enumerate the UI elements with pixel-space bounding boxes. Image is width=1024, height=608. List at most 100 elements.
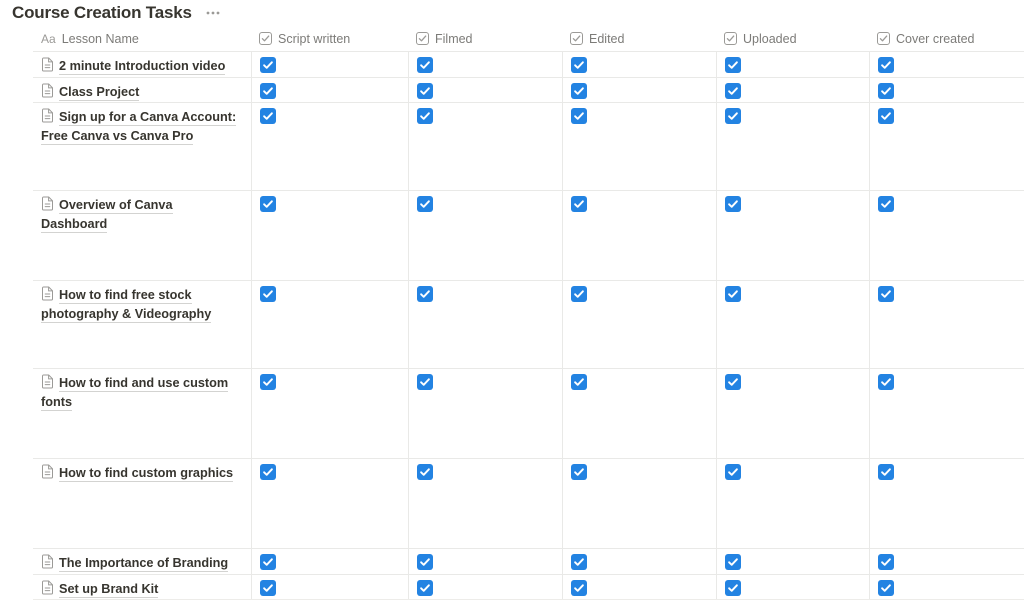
checkbox-uploaded[interactable] [725,580,741,596]
checkbox-uploaded[interactable] [725,108,741,124]
lesson-name-cell[interactable]: The Importance of Branding [33,549,251,574]
lesson-name-cell[interactable]: How to find free stock photography & Vid… [33,281,251,368]
table-title-bar: Course Creation Tasks [0,0,1024,26]
checkbox-cell-edited [562,52,716,77]
checkbox-edited[interactable] [571,286,587,302]
checkbox-cover-created[interactable] [878,83,894,99]
checkbox-cell-edited [562,549,716,574]
checkbox-script-written[interactable] [260,57,276,73]
column-header-name[interactable]: Aa Lesson Name [33,26,251,51]
lesson-name-cell[interactable]: Class Project [33,78,251,102]
checkbox-script-written[interactable] [260,83,276,99]
checkbox-uploaded[interactable] [725,554,741,570]
checkbox-filmed[interactable] [417,580,433,596]
checkbox-icon [416,32,429,45]
lesson-name-cell[interactable]: How to find and use custom fonts [33,369,251,458]
checkbox-script-written[interactable] [260,374,276,390]
checkbox-script-written[interactable] [260,580,276,596]
lesson-name-link: Set up Brand Kit [59,582,159,598]
lesson-name-link: How to find custom graphics [59,466,234,482]
checkbox-cover-created[interactable] [878,286,894,302]
table-header-row: Aa Lesson Name Script written Filmed Edited U… [33,26,1024,51]
checkbox-icon [877,32,890,45]
checkbox-uploaded[interactable] [725,196,741,212]
checkbox-script-written[interactable] [260,464,276,480]
checkbox-cell-cover-created [869,191,1024,280]
lesson-name-cell[interactable]: Set up Brand Kit [33,575,251,599]
checkbox-filmed[interactable] [417,83,433,99]
checkbox-filmed[interactable] [417,374,433,390]
checkbox-cover-created[interactable] [878,374,894,390]
checkbox-cell-filmed [408,52,562,77]
checkbox-filmed[interactable] [417,57,433,73]
checkbox-script-written[interactable] [260,286,276,302]
checkbox-cell-uploaded [716,549,869,574]
checkbox-script-written[interactable] [260,554,276,570]
checkbox-cell-script-written [251,369,408,458]
lesson-name-cell[interactable]: Sign up for a Canva Account: Free Canva … [33,103,251,190]
lesson-name-link: The Importance of Branding [59,556,229,572]
table-row: Overview of Canva Dashboard [33,190,1024,280]
lesson-name-cell[interactable]: Overview of Canva Dashboard [33,191,251,280]
checkbox-edited[interactable] [571,83,587,99]
checkbox-filmed[interactable] [417,554,433,570]
checkbox-cell-script-written [251,549,408,574]
checkbox-edited[interactable] [571,196,587,212]
checkbox-cover-created[interactable] [878,554,894,570]
ellipsis-menu-icon[interactable] [204,9,222,17]
checkbox-script-written[interactable] [260,108,276,124]
checkbox-filmed[interactable] [417,286,433,302]
checkbox-uploaded[interactable] [725,83,741,99]
page-icon [41,374,54,394]
column-header-filmed[interactable]: Filmed [408,26,562,51]
lesson-name-link: 2 minute Introduction video [59,59,226,75]
table-body: 2 minute Introduction video Class Project… [33,51,1024,600]
checkbox-edited[interactable] [571,108,587,124]
table-row: Sign up for a Canva Account: Free Canva … [33,102,1024,190]
column-header-uploaded[interactable]: Uploaded [716,26,869,51]
checkbox-filmed[interactable] [417,196,433,212]
checkbox-cell-uploaded [716,281,869,368]
lesson-name-cell[interactable]: How to find custom graphics [33,459,251,548]
checkbox-cell-uploaded [716,459,869,548]
column-header-edited[interactable]: Edited [562,26,716,51]
checkbox-edited[interactable] [571,554,587,570]
checkbox-edited[interactable] [571,374,587,390]
checkbox-cell-filmed [408,281,562,368]
column-header-cover-created[interactable]: Cover created [869,26,1024,51]
checkbox-uploaded[interactable] [725,464,741,480]
checkbox-cover-created[interactable] [878,108,894,124]
lesson-name-link: Overview of Canva Dashboard [41,198,173,233]
page-icon [41,108,54,128]
table-row: Set up Brand Kit [33,574,1024,600]
checkbox-cell-uploaded [716,575,869,599]
column-header-script-written[interactable]: Script written [251,26,408,51]
checkbox-edited[interactable] [571,580,587,596]
checkbox-cover-created[interactable] [878,196,894,212]
checkbox-cell-uploaded [716,369,869,458]
page-icon [41,57,54,77]
table-row: How to find free stock photography & Vid… [33,280,1024,368]
checkbox-cell-filmed [408,369,562,458]
checkbox-edited[interactable] [571,464,587,480]
checkbox-cell-script-written [251,281,408,368]
page-icon [41,196,54,216]
checkbox-filmed[interactable] [417,464,433,480]
checkbox-script-written[interactable] [260,196,276,212]
lesson-name-link: Sign up for a Canva Account: Free Canva … [41,110,237,145]
checkbox-icon [724,32,737,45]
checkbox-cell-cover-created [869,369,1024,458]
checkbox-cell-script-written [251,52,408,77]
checkbox-cover-created[interactable] [878,464,894,480]
checkbox-uploaded[interactable] [725,286,741,302]
checkbox-uploaded[interactable] [725,374,741,390]
page-icon [41,554,54,574]
checkbox-cover-created[interactable] [878,580,894,596]
checkbox-edited[interactable] [571,57,587,73]
checkbox-filmed[interactable] [417,108,433,124]
checkbox-cover-created[interactable] [878,57,894,73]
checkbox-uploaded[interactable] [725,57,741,73]
lesson-name-cell[interactable]: 2 minute Introduction video [33,52,251,77]
table-row: Class Project [33,77,1024,102]
